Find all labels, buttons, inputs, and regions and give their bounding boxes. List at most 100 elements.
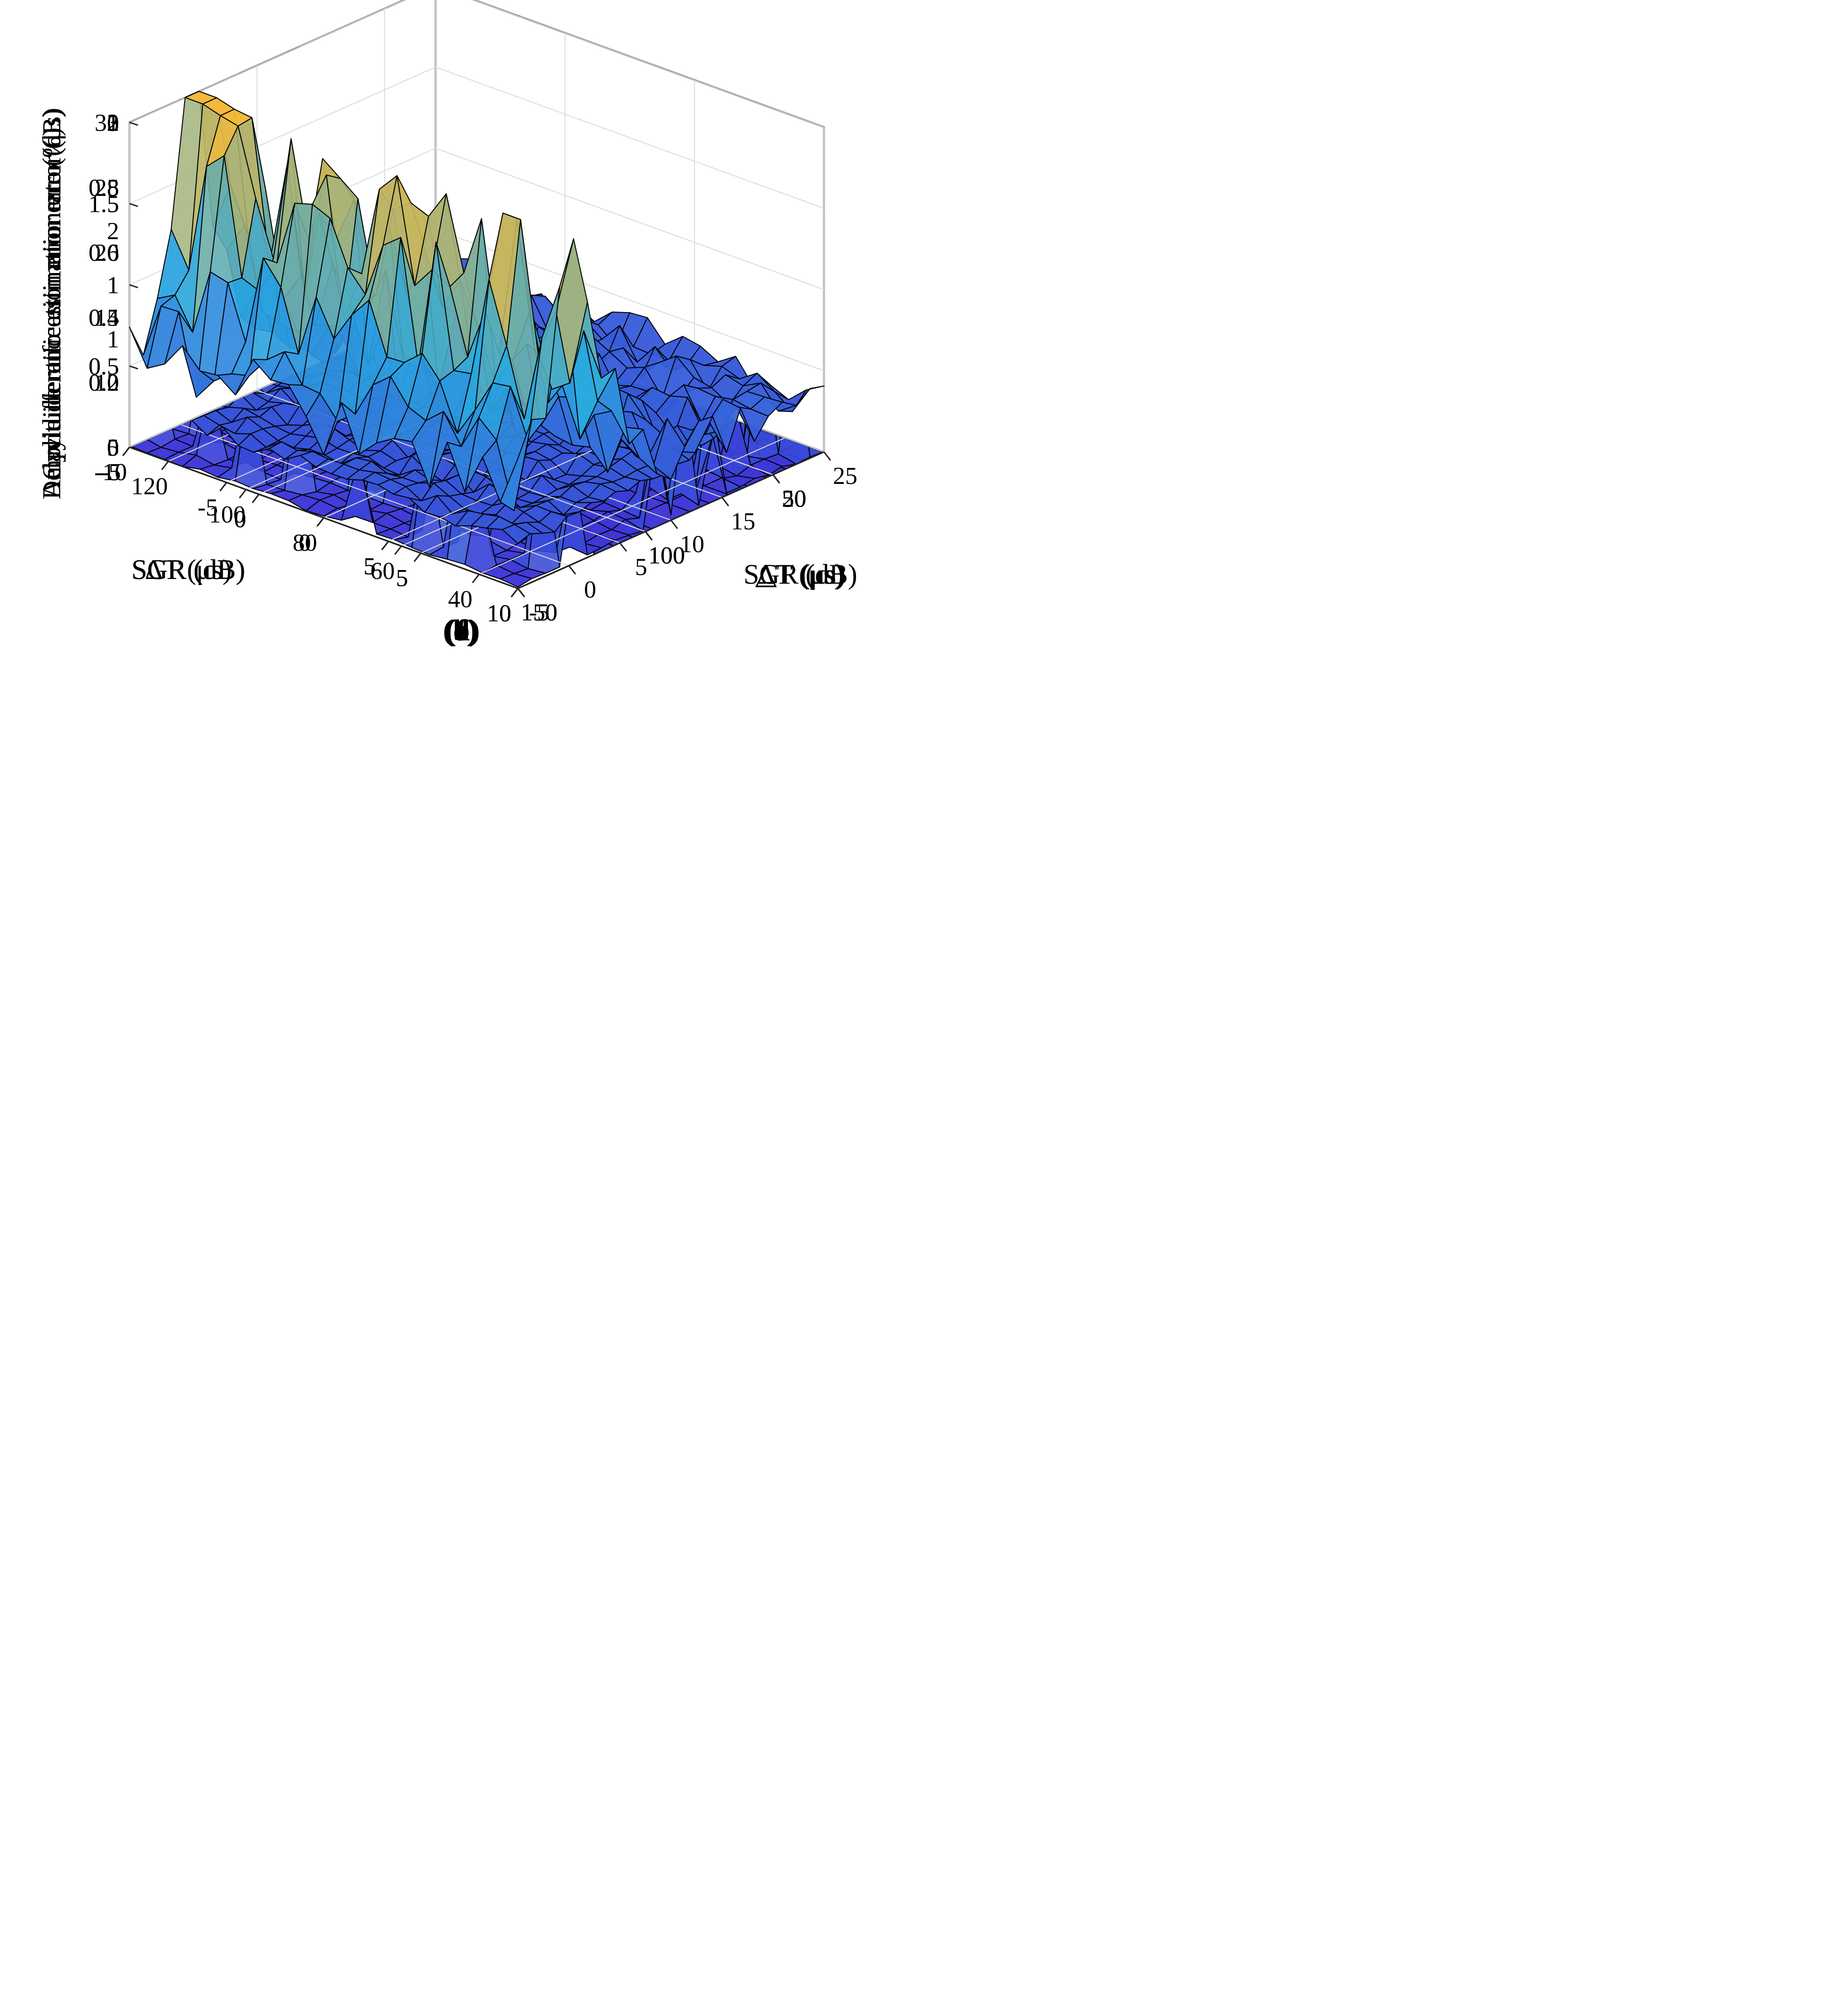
chart-f-ytick-label: 50 bbox=[782, 485, 807, 512]
chart-e-ztick-label: 25 bbox=[95, 175, 119, 201]
chart-f-caption-open: ( bbox=[446, 613, 456, 647]
chart-f-ztick-mark bbox=[129, 446, 138, 451]
chart-a-caption-close: ) bbox=[469, 613, 479, 647]
chart-d-ztick-label: 0.4 bbox=[89, 305, 119, 331]
chart-c-caption: (c) bbox=[444, 613, 478, 647]
chart-f-ytick-mark bbox=[772, 474, 780, 484]
chart-e-ytick-label: 20 bbox=[782, 485, 807, 512]
chart-f-xtick-mark bbox=[251, 494, 260, 503]
chart-a-ztick-label: 0.5 bbox=[89, 354, 119, 380]
chart-f-surface-cell bbox=[500, 419, 533, 511]
chart-d-xtick-label: -5 bbox=[198, 494, 218, 521]
chart-a-caption-open: ( bbox=[444, 613, 454, 647]
chart-a-zlabel: Delay difference estimation error (μs) bbox=[37, 108, 66, 499]
chart-d-ztick-label: 1 bbox=[107, 110, 119, 137]
chart-d-ztick-label: 0.8 bbox=[89, 175, 119, 201]
chart-c-caption-close: ) bbox=[468, 613, 478, 647]
chart-a-xlabel: SGR (dB) bbox=[131, 554, 245, 585]
chart-c-ztick-label: 0 bbox=[107, 434, 119, 461]
chart-c-zlabel: Delay difference estimation error (μs) bbox=[37, 108, 66, 499]
chart-e-ytick-label: 0 bbox=[584, 577, 596, 603]
chart-c-xtick-label: 10 bbox=[487, 600, 511, 627]
chart-e-ytick-label: 10 bbox=[680, 531, 704, 558]
chart-d-ytick-label: 50 bbox=[782, 485, 807, 512]
chart-e-ytick-mark bbox=[823, 451, 831, 461]
chart-e-xtick-label: 100 bbox=[209, 501, 246, 528]
chart-c-ytick-label: 150 bbox=[521, 599, 557, 626]
chart-f-ztick-label: 0.5 bbox=[89, 354, 119, 380]
chart-d-ztick-label: 0.2 bbox=[89, 370, 119, 396]
chart-b-ztick-label: 0.6 bbox=[89, 240, 119, 266]
chart-e-ytick-mark bbox=[670, 520, 678, 529]
chart-e-xtick-label: 120 bbox=[131, 473, 168, 500]
chart-b-caption: (b) bbox=[443, 613, 480, 647]
chart-b-xtick-label: -5 bbox=[100, 459, 121, 486]
chart-f-caption-letter: f bbox=[456, 613, 467, 647]
chart-f-xtick-label: 0 bbox=[234, 506, 246, 533]
chart-e-xtick-mark bbox=[394, 546, 402, 555]
chart-a-xtick-label: 10 bbox=[487, 600, 511, 627]
chart-f-caption: (f) bbox=[446, 613, 476, 647]
chart-b-ytick-label: 100 bbox=[648, 542, 685, 569]
chart-e-xtick-label: 60 bbox=[371, 558, 395, 585]
chart-b-zlabel: Amplitude ratio estimation error (dB) bbox=[37, 109, 66, 498]
chart-f-xtick-label: 10 bbox=[487, 600, 511, 627]
chart-d-ztick-label: 0.6 bbox=[89, 240, 119, 266]
chart-a-caption-letter: a bbox=[454, 613, 469, 647]
chart-c-xtick-label: 0 bbox=[299, 530, 311, 556]
chart-e-ytick-label: 25 bbox=[833, 463, 857, 490]
chart-b-caption-close: ) bbox=[470, 613, 480, 647]
chart-f-ztick-label: 1.5 bbox=[89, 191, 119, 218]
chart-e-xtick-label: 40 bbox=[448, 586, 473, 613]
chart-a-ztick-label: 0 bbox=[107, 434, 119, 461]
chart-b-ztick-label: 1 bbox=[107, 110, 119, 137]
chart-b-ztick-label: 0.8 bbox=[89, 175, 119, 201]
chart-c-xtick-label: 5 bbox=[396, 565, 408, 592]
chart-a-xtick-label: 5 bbox=[363, 553, 376, 580]
chart-f-xtick-mark bbox=[122, 447, 130, 456]
chart-e-surface-cell bbox=[502, 524, 531, 544]
chart-f-xtick-label: 5 bbox=[363, 553, 376, 580]
chart-e-caption-letter: e bbox=[455, 613, 468, 647]
chart-e-xtick-mark bbox=[472, 574, 480, 583]
chart-f-surface bbox=[129, 91, 824, 511]
chart-e-xlabel: ΔT (μs) bbox=[145, 554, 232, 585]
chart-e-ztick-label: 15 bbox=[95, 305, 119, 331]
chart-f-ytick-label: 150 bbox=[521, 599, 557, 626]
chart-c-xtick-label: -5 bbox=[198, 494, 218, 521]
chart-f-zlabel: Amplitude ratio estimation error (dB) bbox=[37, 109, 66, 498]
chart-f-xlabel: SGR (dB) bbox=[131, 554, 245, 585]
chart-f-ztick-label: 0 bbox=[107, 434, 119, 461]
chart-f-xtick-mark bbox=[510, 588, 519, 597]
chart-e-ytick-label: 5 bbox=[635, 554, 647, 580]
chart-b-xtick-label: 5 bbox=[363, 553, 376, 580]
chart-b-xtick-label: 10 bbox=[487, 600, 511, 627]
chart-e-ylabel: SGR (dB) bbox=[743, 559, 857, 590]
chart-c-ytick-label: 50 bbox=[782, 485, 807, 512]
chart-f-ztick-mark bbox=[129, 121, 138, 126]
chart-a-xtick-label: 0 bbox=[234, 506, 246, 533]
chart-a-xtick-label: -5 bbox=[100, 459, 121, 486]
chart-d-caption-open: ( bbox=[443, 613, 453, 647]
chart-a-ztick-label: 1 bbox=[107, 272, 119, 299]
chart-c-caption-open: ( bbox=[444, 613, 454, 647]
chart-b-ytick-label: 50 bbox=[782, 485, 807, 512]
chart-a-ytick-label: 50 bbox=[782, 485, 807, 512]
chart-c-ztick-label: 1 bbox=[107, 326, 119, 353]
chart-e-xtick-label: 80 bbox=[293, 530, 317, 556]
chart-d-xtick-label: 10 bbox=[487, 600, 511, 627]
chart-d-zlabel: Amplitude ratio estimation error (dB) bbox=[37, 109, 66, 498]
chart-e-caption: (e) bbox=[444, 613, 478, 647]
chart-d-xtick-label: -10 bbox=[94, 459, 127, 486]
chart-c-xlabel: SGR (dB) bbox=[131, 554, 245, 585]
chart-d-caption-letter: d bbox=[453, 613, 470, 647]
chart-b-ztick-label: 0 bbox=[107, 434, 119, 461]
chart-a-ytick-label: 150 bbox=[521, 599, 557, 626]
chart-f-ytick-mark bbox=[645, 531, 653, 541]
chart-f-ylabel: ΔT (μs) bbox=[757, 559, 844, 590]
chart-d-xtick-mark bbox=[219, 482, 227, 491]
